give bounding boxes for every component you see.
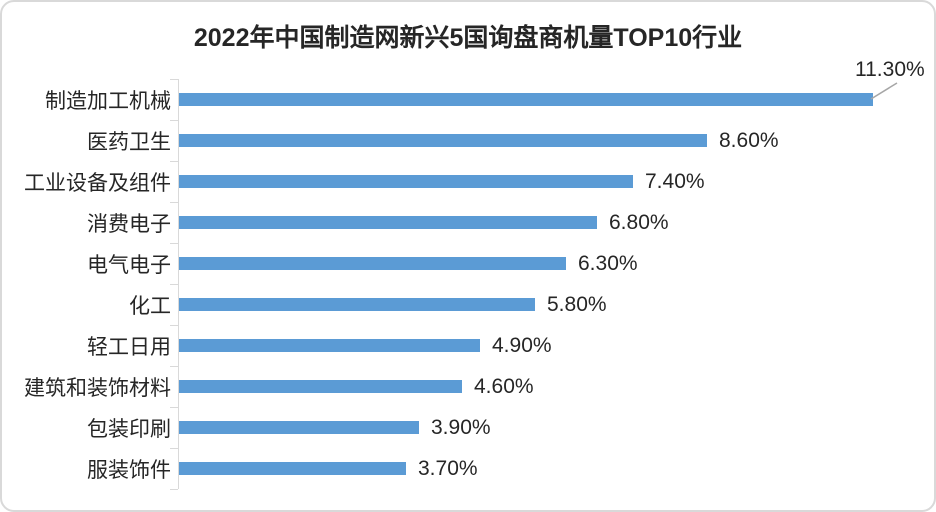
bar <box>179 339 480 352</box>
category-label: 电气电子 <box>87 253 171 277</box>
category-label: 包装印刷 <box>87 417 171 441</box>
category-label: 轻工日用 <box>87 335 171 359</box>
value-label: 4.60% <box>474 374 534 398</box>
category-label: 医药卫生 <box>87 130 171 154</box>
bar <box>179 421 419 434</box>
category-label: 消费电子 <box>87 212 171 236</box>
axis-tick <box>170 325 178 326</box>
bar <box>179 380 462 393</box>
axis-tick <box>170 79 178 80</box>
axis-tick <box>170 448 178 449</box>
value-label-callout: 11.30% <box>855 58 925 81</box>
bar <box>179 93 873 106</box>
category-label: 建筑和装饰材料 <box>24 376 171 400</box>
value-label: 6.80% <box>609 210 669 234</box>
value-label: 3.70% <box>418 456 478 480</box>
bar <box>179 175 633 188</box>
category-label: 服装饰件 <box>87 458 171 482</box>
bar <box>179 257 566 270</box>
axis-tick <box>170 243 178 244</box>
y-axis-line <box>178 79 179 489</box>
axis-tick <box>170 202 178 203</box>
value-label: 3.90% <box>431 415 491 439</box>
chart-title: 2022年中国制造网新兴5国询盘商机量TOP10行业 <box>193 24 743 52</box>
category-label: 化工 <box>129 294 171 318</box>
value-label: 7.40% <box>645 169 705 193</box>
value-label: 5.80% <box>547 292 607 316</box>
axis-tick <box>170 120 178 121</box>
axis-tick <box>170 284 178 285</box>
bar <box>179 462 406 475</box>
axis-tick <box>170 366 178 367</box>
bar <box>179 134 707 147</box>
bar <box>179 298 535 311</box>
axis-tick <box>170 407 178 408</box>
value-label: 6.30% <box>578 251 638 275</box>
category-label: 工业设备及组件 <box>24 171 171 195</box>
value-label: 8.60% <box>719 128 779 152</box>
axis-tick <box>170 161 178 162</box>
bar <box>179 216 597 229</box>
axis-tick <box>170 489 178 490</box>
value-label: 4.90% <box>492 333 552 357</box>
category-label: 制造加工机械 <box>45 89 171 113</box>
